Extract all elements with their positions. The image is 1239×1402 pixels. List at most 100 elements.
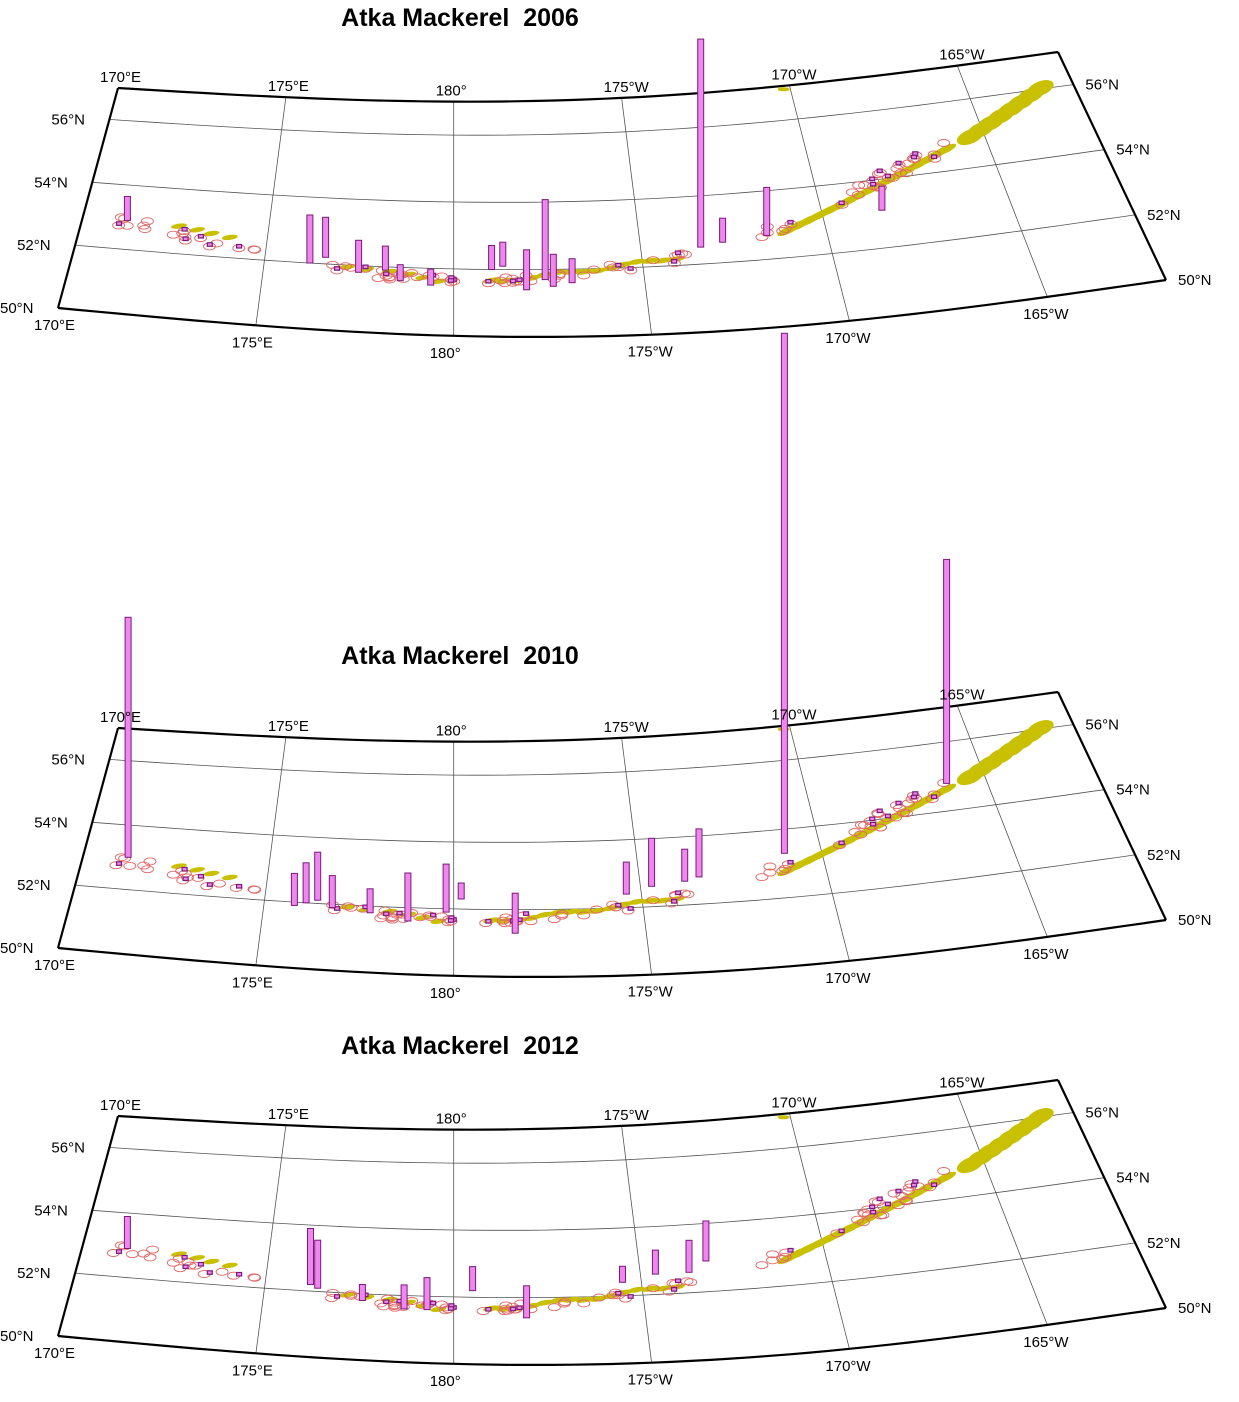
longitude-line — [789, 725, 850, 961]
catch-marker — [869, 181, 877, 187]
catch-marker — [182, 1264, 189, 1270]
catch-bar — [381, 245, 389, 271]
haul-circle — [608, 1288, 622, 1297]
catch-marker — [383, 911, 390, 917]
catch-bar — [943, 558, 951, 784]
lon-label-bottom: 175°W — [628, 344, 674, 361]
lat-label-left: 54°N — [34, 1202, 68, 1219]
catch-marker — [869, 1209, 877, 1215]
map-panel-2012: Atka Mackerel 2012 170°E 170°E 175°E 175°E 1… — [0, 1028, 1239, 1400]
catch-marker — [485, 918, 492, 924]
haul-circle — [901, 159, 915, 168]
catch-marker — [334, 266, 341, 271]
haul-circle — [896, 808, 910, 817]
map-panel-2006: Atka Mackerel 2006 170°E 170°E 175°E 175°E 1… — [0, 0, 1239, 372]
haul-circle — [590, 905, 603, 914]
catch-bar — [358, 1284, 366, 1301]
catch-marker — [674, 1278, 682, 1284]
latitude-line — [92, 149, 1105, 203]
island — [777, 87, 790, 92]
catch-marker — [670, 259, 678, 264]
frame-top — [117, 1078, 1059, 1131]
haul-circle — [766, 1250, 779, 1259]
catch-bar — [697, 38, 705, 248]
catch-marker — [383, 1299, 390, 1305]
catch-marker — [627, 906, 634, 911]
catch-bar — [681, 848, 689, 882]
haul-circle — [405, 269, 419, 277]
catch-bar — [123, 1216, 131, 1249]
lat-label-left: 52°N — [17, 877, 51, 894]
lon-label-bottom: 175°E — [232, 1362, 273, 1379]
longitude-line — [789, 85, 850, 321]
island — [203, 230, 220, 237]
land — [171, 80, 1054, 285]
haul-circle — [138, 225, 152, 233]
haul-circle — [143, 1253, 157, 1262]
catch-bar — [427, 268, 435, 286]
lon-label-bottom: 165°W — [1023, 306, 1069, 323]
catch-marker — [181, 226, 188, 232]
haul-circle — [247, 885, 261, 894]
lon-label-top: 180° — [436, 723, 467, 740]
haul-circle — [371, 274, 385, 283]
lat-label-right: 56°N — [1085, 1105, 1119, 1122]
catch-bar — [763, 186, 771, 236]
haul-circle — [876, 1202, 890, 1211]
haul-circle — [857, 1208, 871, 1217]
haul-circle — [776, 227, 790, 235]
catch-bar — [457, 882, 465, 900]
latitude-line — [92, 789, 1105, 843]
catch-marker — [869, 176, 876, 182]
catch-marker — [197, 1261, 204, 1267]
haul-circle — [413, 913, 427, 922]
catch-bar — [307, 1228, 314, 1285]
lon-label-top: 180° — [436, 83, 467, 100]
catch-bar — [622, 861, 630, 895]
catch-bar — [780, 332, 788, 854]
catch-marker — [485, 1306, 492, 1312]
lon-label-bottom: 170°E — [34, 1345, 75, 1362]
haul-circle — [646, 256, 660, 265]
longitude-line — [621, 737, 652, 975]
haul-circle — [166, 230, 180, 239]
island — [203, 1258, 220, 1265]
island — [627, 898, 646, 905]
haul-circle — [830, 1229, 844, 1238]
catch-bars — [123, 1216, 710, 1319]
lat-label-right: 54°N — [1116, 1170, 1150, 1187]
haul-circle — [755, 1261, 769, 1270]
frame-bottom — [57, 1306, 1167, 1366]
catch-marker — [236, 243, 243, 249]
haul-circle — [776, 1255, 790, 1263]
catch-marker — [876, 808, 883, 814]
frame-bottom — [57, 278, 1167, 338]
latitude-line — [75, 1242, 1136, 1298]
longitude-line — [255, 737, 287, 966]
longitude-line — [255, 97, 287, 326]
island — [221, 1262, 238, 1269]
catch-marker — [884, 813, 892, 819]
catch-marker — [884, 1201, 892, 1207]
haul-circle — [215, 1267, 229, 1276]
lon-label-bottom: 170°W — [825, 330, 871, 347]
haul-circle — [852, 181, 866, 190]
haul-circle — [555, 911, 568, 920]
axis-labels: 170°E 170°E 175°E 175°E 180° 180° 175°W 175°W 17… — [0, 1075, 1212, 1390]
haul-circle — [385, 913, 399, 922]
longitude-line — [255, 1125, 287, 1354]
catch-marker — [181, 866, 188, 872]
catch-marker — [930, 794, 938, 800]
haul-circle — [854, 821, 868, 829]
haul-circle — [387, 1302, 401, 1310]
haul-locations — [109, 779, 951, 928]
catch-marker — [509, 278, 517, 284]
lat-label-right: 54°N — [1116, 782, 1150, 799]
haul-circle — [125, 1250, 139, 1259]
catch-marker — [787, 219, 794, 225]
haul-circle — [894, 169, 908, 177]
longitude-line — [956, 705, 1048, 938]
latitude-line — [75, 854, 1136, 910]
island — [339, 904, 356, 910]
map-svg: 170°E 170°E 175°E 175°E 180° 180° 175°W 175°W 17… — [0, 38, 1212, 362]
